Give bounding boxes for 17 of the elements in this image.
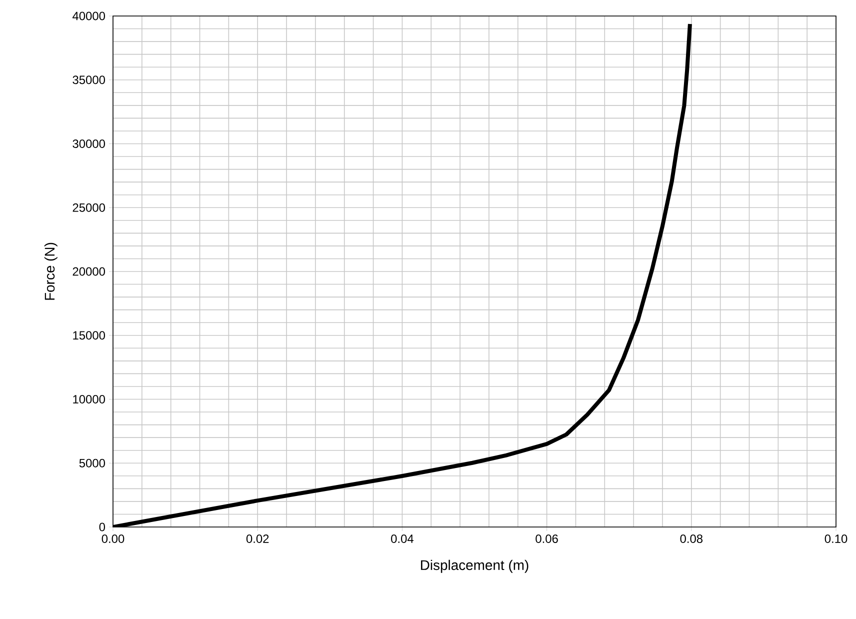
x-tick-label: 0.08	[680, 534, 703, 543]
y-axis-title: Force (N)	[44, 242, 58, 300]
y-tick-label: 40000	[72, 12, 106, 20]
y-tick-label: 0	[99, 522, 106, 532]
y-tick-label: 10000	[73, 395, 106, 404]
x-tick-label: 0.10	[824, 534, 848, 543]
y-tick-label: 20000	[72, 267, 106, 276]
x-tick-label: 0.04	[391, 534, 414, 543]
x-axis-title: Displacement (m)	[421, 560, 528, 573]
y-tick-label: 15000	[73, 331, 106, 340]
y-tick-label: 25000	[72, 203, 106, 212]
x-tick-label: 0.02	[246, 534, 269, 543]
y-tick-label: 35000	[72, 76, 106, 84]
x-tick-label: 0.06	[536, 534, 558, 543]
x-tick-label: 0.00	[102, 534, 124, 543]
y-tick-label: 30000	[72, 140, 106, 148]
y-tick-label: 5000	[79, 458, 106, 468]
